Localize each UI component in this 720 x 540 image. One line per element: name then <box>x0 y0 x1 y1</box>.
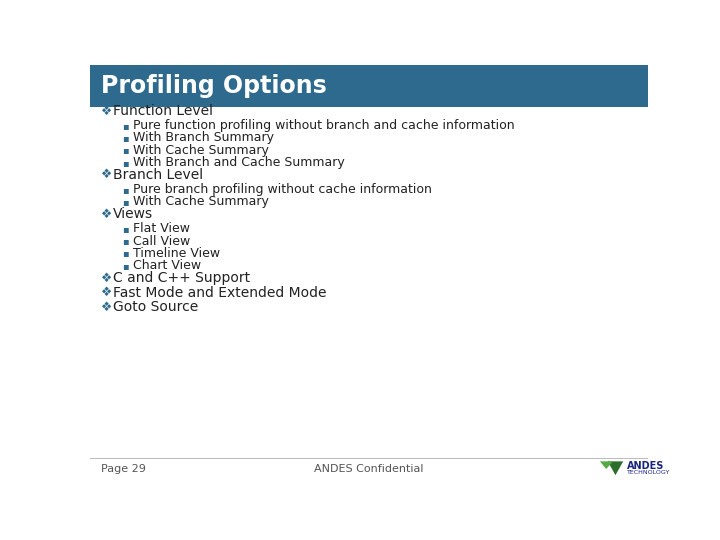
Text: Flat View: Flat View <box>132 222 189 235</box>
Text: ▪: ▪ <box>122 145 129 156</box>
Text: ▪: ▪ <box>122 133 129 143</box>
Text: ▪: ▪ <box>122 120 129 131</box>
Text: ANDES: ANDES <box>627 461 665 471</box>
Text: With Cache Summary: With Cache Summary <box>132 195 269 208</box>
Text: ANDES Confidential: ANDES Confidential <box>314 464 424 474</box>
Text: Branch Level: Branch Level <box>113 168 203 182</box>
Text: ❖: ❖ <box>101 286 112 299</box>
Text: TECHNOLOGY: TECHNOLOGY <box>627 470 670 475</box>
Text: Call View: Call View <box>132 234 190 248</box>
Bar <box>90 65 648 107</box>
Text: With Branch Summary: With Branch Summary <box>132 131 274 144</box>
Polygon shape <box>600 461 613 469</box>
Text: ❖: ❖ <box>101 272 112 285</box>
Text: Goto Source: Goto Source <box>113 300 199 314</box>
Text: ▪: ▪ <box>122 224 129 234</box>
Text: Profiling Options: Profiling Options <box>101 74 327 98</box>
Polygon shape <box>608 461 624 475</box>
Text: ▪: ▪ <box>122 248 129 259</box>
Text: ❖: ❖ <box>101 105 112 118</box>
Text: ▪: ▪ <box>122 236 129 246</box>
Text: With Cache Summary: With Cache Summary <box>132 144 269 157</box>
Text: Pure function profiling without branch and cache information: Pure function profiling without branch a… <box>132 119 514 132</box>
Text: Views: Views <box>113 207 153 221</box>
Text: Chart View: Chart View <box>132 259 201 272</box>
Text: Fast Mode and Extended Mode: Fast Mode and Extended Mode <box>113 286 327 300</box>
Text: ▪: ▪ <box>122 197 129 207</box>
Text: ▪: ▪ <box>122 185 129 194</box>
Text: Page 29: Page 29 <box>101 464 145 474</box>
Text: ❖: ❖ <box>101 301 112 314</box>
Text: With Branch and Cache Summary: With Branch and Cache Summary <box>132 156 344 169</box>
Text: Function Level: Function Level <box>113 104 213 118</box>
Text: ▪: ▪ <box>122 158 129 167</box>
Text: C and C++ Support: C and C++ Support <box>113 271 251 285</box>
Text: Timeline View: Timeline View <box>132 247 220 260</box>
Text: ▪: ▪ <box>122 261 129 271</box>
Text: ❖: ❖ <box>101 168 112 181</box>
Text: Pure branch profiling without cache information: Pure branch profiling without cache info… <box>132 183 431 196</box>
Text: ❖: ❖ <box>101 208 112 221</box>
